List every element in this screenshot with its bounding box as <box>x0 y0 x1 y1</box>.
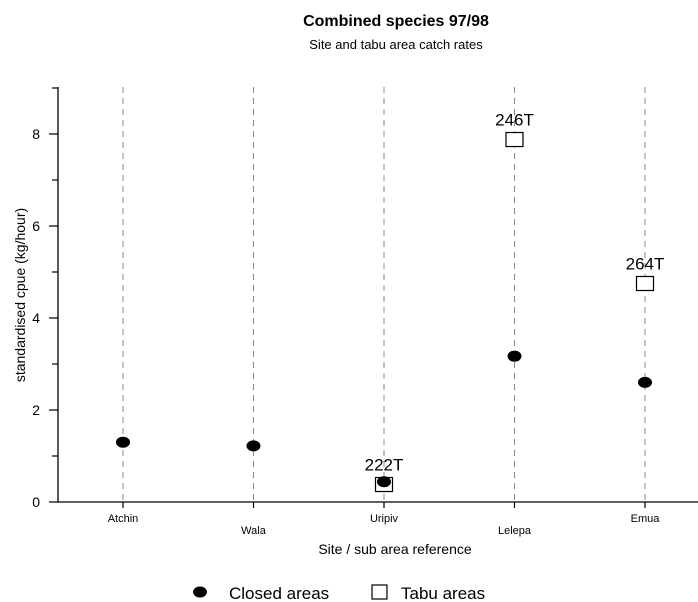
x-axis-ticks: Atchin Wala Uripiv Lelepa Emua <box>108 502 661 537</box>
legend-tabu-marker <box>371 584 388 600</box>
annotations: 222T 246T 264T <box>365 111 665 475</box>
annotation-246t: 246T <box>495 111 534 130</box>
closed-point-atchin <box>116 436 130 448</box>
axes <box>57 87 698 503</box>
closed-point-emua <box>638 376 652 388</box>
closed-point-wala <box>246 440 261 452</box>
x-tick-label-lelepa: Lelepa <box>498 525 532 537</box>
legend-tabu-label: Tabu areas <box>401 584 485 602</box>
grid-lines <box>122 87 646 502</box>
x-tick-label-wala: Wala <box>241 525 267 537</box>
x-tick-label-emua: Emua <box>631 513 661 525</box>
x-tick-label-atchin: Atchin <box>108 513 139 525</box>
y-tick-label-6: 6 <box>32 218 40 234</box>
y-tick-label-8: 8 <box>32 126 40 142</box>
closed-point-uripiv <box>377 476 391 488</box>
chart-title: Combined species 97/98 <box>303 13 489 30</box>
x-axis-title: Site / sub area reference <box>318 541 472 557</box>
y-tick-label-0: 0 <box>32 494 40 510</box>
chart-subtitle: Site and tabu area catch rates <box>309 37 483 52</box>
y-axis-title: standardised cpue (kg/hour) <box>12 208 28 382</box>
annotation-264t: 264T <box>626 255 665 274</box>
y-tick-label-2: 2 <box>32 402 40 418</box>
legend-closed-marker <box>193 586 207 598</box>
tabu-point-emua <box>635 275 655 292</box>
closed-point-lelepa <box>507 350 522 362</box>
x-tick-label-uripiv: Uripiv <box>370 513 399 525</box>
legend-closed-label: Closed areas <box>229 584 329 602</box>
annotation-222t: 222T <box>365 456 404 475</box>
data-points <box>116 131 655 493</box>
legend: Closed areas Tabu areas <box>193 584 485 602</box>
tabu-point-lelepa <box>505 131 524 148</box>
y-tick-label-4: 4 <box>32 310 40 326</box>
y-axis-ticks: 0 2 4 6 8 <box>32 87 58 510</box>
